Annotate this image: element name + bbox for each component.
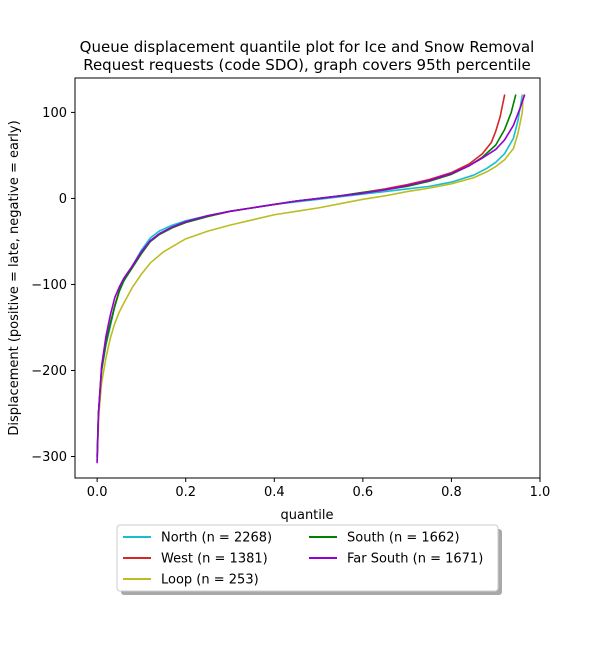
y-tick-label: 0: [59, 192, 67, 207]
x-tick-label: 0.6: [353, 485, 374, 500]
x-tick-label: 0.8: [441, 485, 462, 500]
y-axis-label: Displacement (positive = late, negative …: [7, 120, 22, 435]
legend: North (n = 2268) West (n = 1381) Loop (n =…: [116, 524, 502, 595]
series-line-3: [96, 94, 524, 458]
chart-title-line-2: Request requests (code SDO), graph cover…: [83, 56, 531, 74]
legend-label: Loop (n = 253): [161, 573, 259, 588]
x-tick-label: 0.4: [264, 485, 285, 500]
series-line-1: [96, 94, 524, 458]
legend-label: West (n = 1381): [161, 552, 268, 567]
series-line-4: [96, 94, 517, 458]
legend-label: Far South (n = 1671): [347, 552, 483, 567]
series-line-2: [96, 94, 506, 462]
legend-label: South (n = 1662): [347, 531, 460, 546]
series-layer: [96, 94, 526, 464]
x-tick-label: 0.2: [175, 485, 196, 500]
y-axis: −300 −200 −100 0 100: [31, 106, 75, 465]
x-axis: 0.0 0.2 0.4 0.6 0.8 1.0: [87, 478, 551, 500]
y-tick-label: −200: [31, 364, 67, 379]
legend-box: [116, 524, 499, 592]
y-tick-label: −300: [31, 450, 67, 465]
y-tick-label: −100: [31, 278, 67, 293]
x-tick-label: 1.0: [530, 485, 551, 500]
plot-area: [74, 77, 541, 479]
y-tick-label: 100: [42, 106, 67, 121]
x-axis-label: quantile: [280, 508, 333, 523]
legend-label: North (n = 2268): [161, 531, 272, 546]
chart-title-line-1: Queue displacement quantile plot for Ice…: [80, 38, 535, 56]
series-line-5: [96, 94, 526, 464]
x-tick-label: 0.0: [87, 485, 108, 500]
